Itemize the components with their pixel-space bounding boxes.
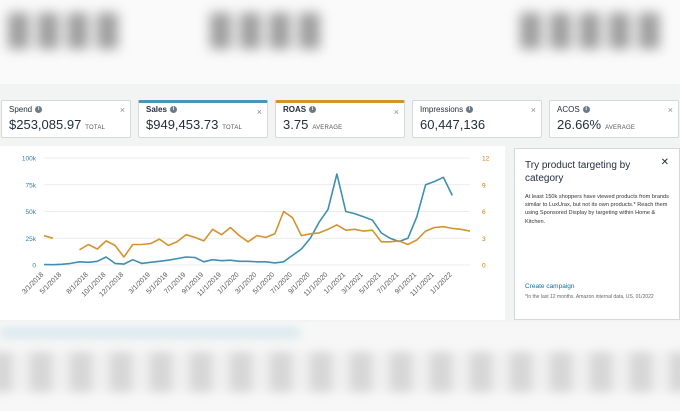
- series-line-sales: [43, 173, 454, 266]
- metric-unit: TOTAL: [85, 125, 106, 131]
- promo-title: Try product targeting by category: [525, 160, 631, 184]
- series-line-roas: [43, 210, 471, 258]
- performance-chart-panel: 0 25k 50k 75k 100k 0 3 6 9 12 3/1/2018 5/1/2018 8/1/…: [0, 146, 505, 320]
- create-campaign-link[interactable]: Create campaign: [525, 283, 575, 290]
- close-icon[interactable]: ×: [256, 107, 262, 117]
- metric-unit: AVERAGE: [312, 125, 343, 131]
- metric-label: Impressions: [420, 105, 464, 114]
- close-icon[interactable]: ×: [530, 105, 536, 115]
- y-right-tick-label: 3: [482, 236, 486, 243]
- metric-value: 60,447,136: [420, 117, 486, 132]
- metric-label: ROAS: [283, 105, 307, 114]
- metric-card-sales[interactable]: Sales i × $949,453.73 TOTAL: [138, 100, 268, 138]
- info-icon[interactable]: i: [169, 106, 177, 113]
- info-icon[interactable]: i: [309, 106, 317, 113]
- metric-label: ACOS: [557, 105, 580, 114]
- promo-body: At least 150k shoppers have viewed produ…: [525, 194, 669, 225]
- y-left-tick-label: 100k: [22, 156, 37, 163]
- y-left-tick-label: 0: [32, 263, 36, 270]
- metric-value: $253,085.97: [9, 117, 82, 132]
- y-right-tick-label: 0: [482, 263, 486, 270]
- info-icon[interactable]: i: [466, 106, 474, 113]
- metric-card-roas[interactable]: ROAS i × 3.75 AVERAGE: [275, 100, 405, 138]
- close-icon[interactable]: ×: [667, 105, 673, 115]
- metric-unit: TOTAL: [222, 125, 243, 131]
- y-left-tick-label: 75k: [26, 182, 37, 189]
- metric-label: Sales: [146, 105, 167, 114]
- close-icon[interactable]: ✕: [660, 157, 669, 168]
- metric-card-impressions[interactable]: Impressions i × 60,447,136: [412, 100, 542, 138]
- metric-unit: AVERAGE: [605, 125, 636, 131]
- metric-value: $949,453.73: [146, 117, 219, 132]
- blurred-header: █ █ █ █ █ █ █ █ █ █ █ █ █: [0, 0, 680, 84]
- metric-label: Spend: [9, 105, 33, 114]
- y-left-tick-label: 25k: [26, 236, 37, 243]
- metric-card-acos[interactable]: ACOS i × 26.66% AVERAGE: [549, 100, 679, 138]
- promo-footnote: *In the last 12 months. Amazon internal …: [525, 294, 654, 300]
- y-left-tick-label: 50k: [26, 209, 37, 216]
- metric-value: 26.66%: [557, 117, 602, 132]
- info-icon[interactable]: i: [35, 106, 43, 113]
- y-right-tick-label: 9: [482, 182, 486, 189]
- metric-value: 3.75: [283, 117, 309, 132]
- close-icon[interactable]: ×: [119, 105, 125, 115]
- metrics-bar: Spend i × $253,085.97 TOTAL Sales i × $949,…: [0, 100, 680, 138]
- y-right-tick-label: 12: [482, 156, 490, 163]
- close-icon[interactable]: ×: [393, 107, 399, 117]
- y-right-tick-label: 6: [482, 209, 486, 216]
- promo-card: Try product targeting by category ✕ At l…: [514, 148, 680, 320]
- blurred-footer: [0, 322, 680, 411]
- metric-card-spend[interactable]: Spend i × $253,085.97 TOTAL: [1, 100, 131, 138]
- info-icon[interactable]: i: [582, 106, 590, 113]
